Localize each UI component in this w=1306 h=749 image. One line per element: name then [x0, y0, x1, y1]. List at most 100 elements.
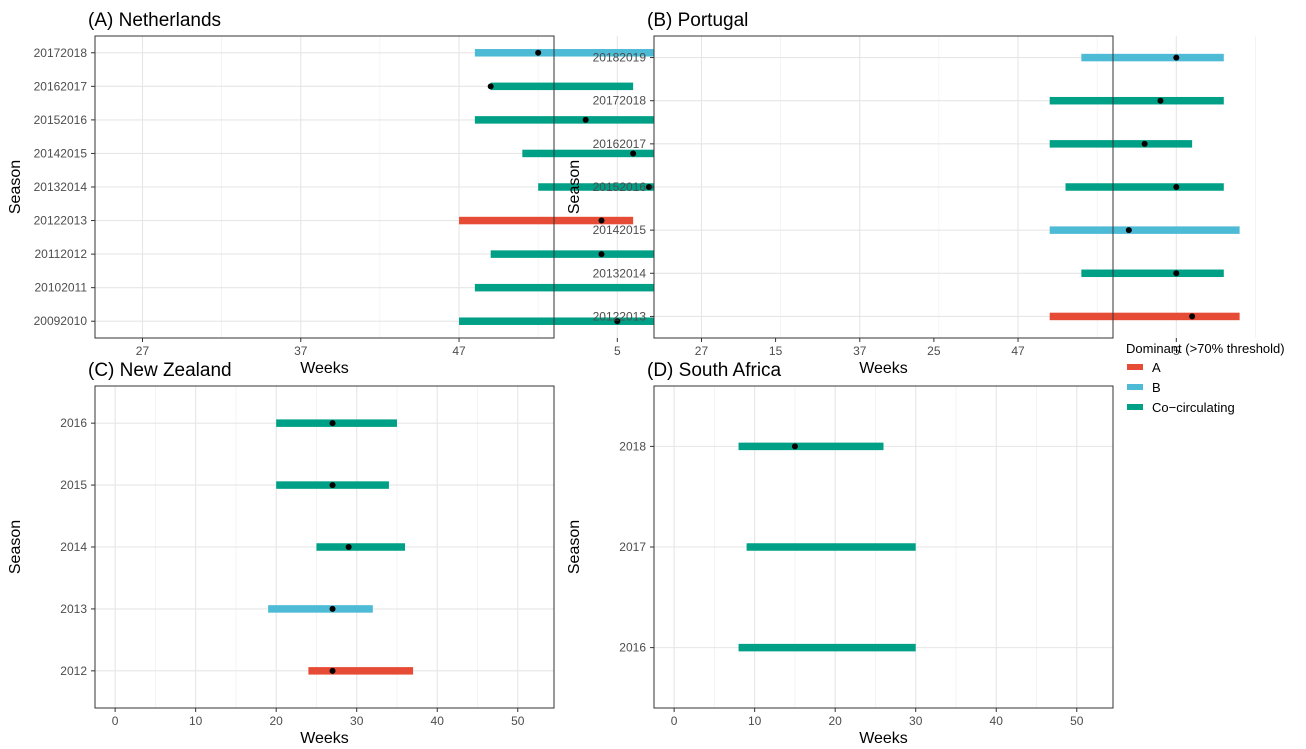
peak-point [329, 420, 336, 427]
y-tick-label: 20172018 [593, 94, 647, 108]
x-tick-label: 47 [1011, 344, 1025, 358]
peak-point [1173, 184, 1180, 190]
x-tick-label: 30 [909, 714, 923, 728]
peak-point [487, 83, 494, 90]
season-bar [522, 149, 729, 158]
season-bar [746, 543, 916, 551]
y-tick-label: 2016 [60, 416, 87, 430]
peak-point [1173, 54, 1180, 61]
season-bar [459, 317, 665, 325]
x-tick-label: 30 [350, 714, 364, 728]
y-tick-label: 2014 [60, 540, 87, 554]
peak-point [1125, 227, 1132, 234]
legend-swatch [1127, 364, 1143, 370]
season-bar [316, 543, 406, 551]
season-bar [1065, 183, 1224, 191]
x-tick-label: 20 [829, 714, 843, 728]
y-tick-label: 20102011 [35, 281, 88, 295]
y-axis-label: Season [7, 160, 24, 214]
season-bar [538, 183, 681, 191]
y-tick-label: 2015 [60, 478, 87, 492]
x-tick-label: 0 [671, 714, 678, 728]
panel-title: (B) Portugal [647, 10, 748, 31]
x-tick-label: 40 [431, 714, 445, 728]
panel-3: 0 10 20 30 40 50 2012 2013 2014 2015 2016 (C) New Z… [7, 360, 555, 747]
y-axis-label: Season [566, 160, 583, 214]
season-bar [1049, 226, 1240, 234]
y-tick-label: 20162017 [593, 137, 647, 151]
panel-title: (D) South Africa [647, 360, 782, 381]
peak-point [329, 605, 336, 612]
peak-point [1141, 140, 1148, 147]
x-tick-label: 37 [853, 344, 867, 358]
panel-4: 0 10 20 30 40 50 2016 2017 2018 (D) South Africa W… [566, 360, 1114, 747]
season-bar [490, 82, 634, 91]
legend-title: Dominant (>70% threshold) [1126, 341, 1285, 356]
panel-border [94, 385, 555, 709]
peak-point [645, 184, 652, 190]
y-tick-label: 2012 [60, 664, 87, 678]
x-tick-label: 47 [452, 344, 466, 358]
y-tick-label: 2013 [60, 602, 87, 616]
y-tick-label: 20172018 [34, 46, 88, 60]
x-tick-label: 10 [189, 714, 203, 728]
x-tick-label: 5 [1173, 344, 1180, 358]
x-tick-label: 27 [695, 344, 709, 358]
x-tick-label: 50 [1070, 714, 1084, 728]
y-tick-label: 20162017 [34, 79, 88, 93]
peak-point [582, 116, 589, 123]
legend-label: B [1152, 380, 1161, 395]
season-bar [490, 250, 681, 258]
y-tick-label: 20092010 [34, 314, 88, 328]
panel-title: (A) Netherlands [88, 10, 221, 31]
legend: Dominant (>70% threshold) AB Co−circulatin… [1126, 341, 1285, 415]
peak-point [598, 251, 605, 258]
y-tick-label: 20142015 [593, 223, 647, 237]
season-bar [738, 643, 916, 652]
peak-point [791, 443, 798, 450]
y-tick-label: 20152016 [34, 113, 88, 127]
x-tick-label: 15 [769, 344, 783, 358]
season-bar [459, 216, 634, 225]
y-tick-label: 20122013 [34, 214, 88, 228]
x-axis-label: Weeks [859, 360, 908, 377]
y-axis-label: Season [7, 520, 24, 574]
y-axis-label: Season [566, 520, 583, 574]
legend-label: Co−circulating [1152, 400, 1235, 415]
season-bar [1081, 269, 1224, 278]
peak-point [598, 217, 605, 224]
y-tick-label: 20112012 [35, 247, 88, 261]
x-tick-label: 37 [294, 344, 308, 358]
x-tick-label: 27 [136, 344, 150, 358]
y-tick-label: 20142015 [34, 146, 88, 160]
peak-point [535, 49, 542, 56]
season-bar [738, 442, 884, 451]
panel-title: (C) New Zealand [88, 360, 232, 381]
x-tick-label: 0 [112, 714, 119, 728]
y-tick-label: 20152016 [593, 180, 647, 194]
y-tick-label: 20122013 [593, 309, 647, 323]
y-tick-label: 20182019 [593, 51, 647, 65]
peak-point [1173, 270, 1180, 277]
season-bar [1049, 96, 1224, 105]
x-tick-label: 20 [270, 714, 284, 728]
peak-point [345, 544, 352, 550]
x-tick-label: 50 [511, 714, 525, 728]
y-tick-label: 2018 [619, 439, 646, 453]
season-bar [268, 605, 373, 613]
peak-point [1189, 313, 1196, 320]
legend-swatch [1127, 404, 1143, 410]
season-bar [1081, 53, 1224, 62]
season-bar [308, 667, 414, 675]
legend-label: A [1152, 360, 1161, 375]
x-axis-label: Weeks [859, 730, 908, 747]
x-tick-label: 25 [927, 344, 941, 358]
season-bar [276, 419, 397, 427]
x-axis-label: Weeks [300, 360, 349, 377]
y-tick-label: 20132014 [34, 180, 88, 194]
x-tick-label: 40 [990, 714, 1004, 728]
peak-point [329, 667, 336, 674]
y-tick-label: 2017 [619, 540, 646, 554]
peak-point [614, 318, 621, 325]
